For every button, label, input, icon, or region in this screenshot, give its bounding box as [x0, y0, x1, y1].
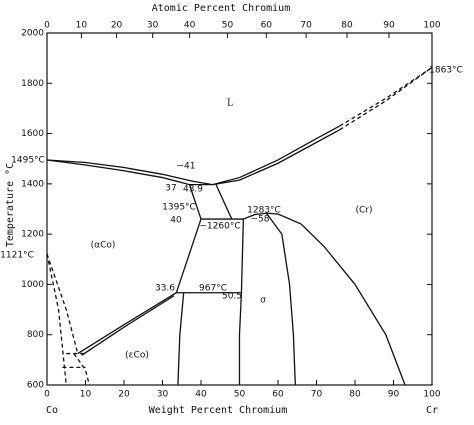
annotation: σ — [260, 296, 266, 306]
phase-boundary — [215, 184, 233, 220]
phase-boundary — [175, 218, 202, 293]
top-axis-title: Atomic Percent Chromium — [152, 3, 290, 14]
phase-boundary — [46, 253, 67, 386]
x-tick-label: 90 — [388, 390, 400, 400]
phase-boundary — [243, 212, 279, 220]
x-tick-label: 20 — [118, 390, 130, 400]
x-tick-label: 60 — [272, 390, 284, 400]
top-tick-label: 0 — [44, 21, 50, 31]
x-tick-label: 80 — [349, 390, 361, 400]
x-end-label: Co — [46, 405, 58, 416]
phase-boundary — [81, 295, 175, 356]
annotation: ~1260°C — [199, 222, 240, 232]
annotation: 1863°C — [429, 66, 463, 76]
x-tick-label: 70 — [311, 390, 323, 400]
top-tick-label: 70 — [300, 21, 312, 31]
x-tick-label: 100 — [423, 390, 440, 400]
top-tick-label: 20 — [111, 21, 123, 31]
y-tick-label: 2000 — [21, 29, 44, 39]
top-tick-label: 10 — [76, 21, 88, 31]
x-tick-label: 50 — [234, 390, 246, 400]
y-tick-label: 600 — [27, 381, 44, 391]
annotation: 40 — [170, 216, 182, 226]
annotation: (αCo) — [91, 241, 116, 251]
x-tick-label: 0 — [44, 390, 50, 400]
phase-boundary — [212, 129, 340, 186]
annotation: ~58 — [251, 215, 270, 225]
x-tick-label: 30 — [157, 390, 169, 400]
top-tick-label: 90 — [383, 21, 395, 31]
annotation: 50.5 — [222, 292, 242, 302]
phase-boundary — [265, 212, 296, 386]
annotation: ~41 — [177, 162, 196, 172]
phase-boundary — [46, 253, 79, 354]
phase-boundary — [277, 213, 406, 386]
top-tick-label: 50 — [222, 21, 234, 31]
phase-boundary — [46, 159, 213, 186]
phase-boundary — [240, 219, 244, 293]
phase-boundary — [339, 66, 433, 127]
top-tick-label: 40 — [184, 21, 196, 31]
top-tick-label: 100 — [423, 21, 440, 31]
annotation: 43.9 — [183, 185, 203, 195]
annotation: 1395°C — [162, 203, 196, 213]
x-tick-label: 10 — [80, 390, 92, 400]
annotation: 1495°C — [11, 156, 45, 166]
top-tick-label: 60 — [261, 21, 273, 31]
x-axis-title: Weight Percent Chromium — [149, 405, 287, 416]
top-tick-label: 30 — [147, 21, 159, 31]
phase-boundary — [188, 184, 202, 220]
phase-boundary — [46, 125, 340, 186]
y-tick-label: 1800 — [21, 79, 44, 89]
phase-boundary — [238, 292, 243, 385]
top-tick-label: 80 — [341, 21, 353, 31]
phase-boundary — [73, 353, 90, 386]
x-tick-label: 40 — [195, 390, 207, 400]
annotation: 1283°C — [247, 206, 281, 216]
y-tick-label: 1200 — [21, 230, 44, 240]
y-tick-label: 1000 — [21, 280, 44, 290]
phase-boundary — [77, 292, 177, 355]
y-axis-title: Temperature °C — [5, 163, 16, 247]
y-tick-label: 1400 — [21, 179, 44, 189]
annotation: L — [227, 99, 233, 109]
y-tick-label: 1600 — [21, 129, 44, 139]
y-tick-label: 800 — [27, 330, 44, 340]
annotation: 1121°C — [0, 251, 34, 261]
annotation: 33.6 — [155, 284, 175, 294]
annotation: (Cr) — [355, 206, 372, 216]
annotation: 967°C — [199, 284, 227, 294]
annotation: 37 — [165, 184, 176, 194]
x-end-label: Cr — [426, 405, 438, 416]
annotation: (εCo) — [125, 351, 149, 361]
phase-boundary — [177, 292, 185, 386]
phase-boundary — [339, 66, 433, 131]
